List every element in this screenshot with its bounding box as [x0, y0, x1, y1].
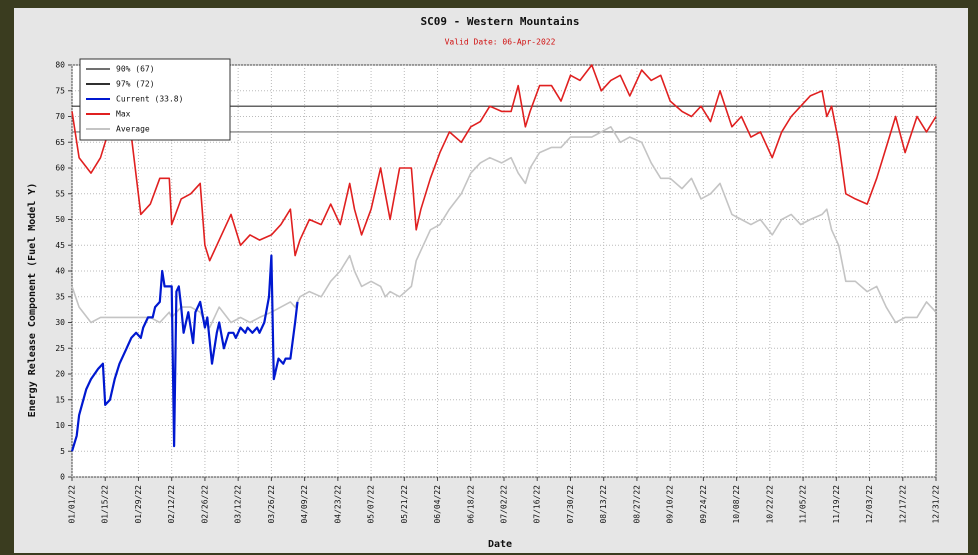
- y-tick-label: 10: [55, 421, 65, 430]
- legend-label: 97% (72): [116, 80, 155, 89]
- x-tick-label: 06/18/22: [466, 485, 475, 524]
- chart-subtitle: Valid Date: 06-Apr-2022: [445, 38, 556, 47]
- x-tick-label: 05/07/22: [367, 485, 376, 524]
- series-line: [71, 64, 937, 262]
- x-tick-label: 01/29/22: [134, 485, 143, 524]
- y-tick-label: 45: [55, 241, 65, 250]
- y-tick-label: 0: [60, 473, 65, 482]
- series-line: [70, 254, 299, 452]
- y-tick-label: 25: [55, 344, 65, 353]
- y-tick-label: 20: [55, 370, 65, 379]
- x-tick-label: 08/13/22: [599, 485, 608, 524]
- x-tick-label: 03/26/22: [267, 485, 276, 524]
- x-tick-label: 07/16/22: [533, 485, 542, 524]
- y-tick-label: 80: [55, 61, 65, 70]
- y-tick-label: 5: [60, 447, 65, 456]
- x-tick-label: 02/26/22: [200, 485, 209, 524]
- y-tick-label: 40: [55, 267, 65, 276]
- legend-label: Max: [116, 110, 131, 119]
- legend-label: Average: [116, 125, 150, 134]
- x-tick-label: 12/17/22: [898, 485, 907, 524]
- x-tick-label: 12/31/22: [932, 485, 941, 524]
- x-tick-label: 08/27/22: [632, 485, 641, 524]
- chart-title: SC09 - Western Mountains: [421, 15, 580, 28]
- x-tick-label: 07/02/22: [500, 485, 509, 524]
- x-tick-label: 02/12/22: [167, 485, 176, 524]
- y-tick-label: 35: [55, 292, 65, 301]
- x-tick-label: 11/05/22: [799, 485, 808, 524]
- y-tick-label: 70: [55, 112, 65, 121]
- x-tick-label: 06/04/22: [433, 485, 442, 524]
- x-tick-label: 10/22/22: [765, 485, 774, 524]
- x-tick-label: 04/09/22: [300, 485, 309, 524]
- x-tick-label: 05/21/22: [400, 485, 409, 524]
- y-tick-label: 60: [55, 164, 65, 173]
- x-tick-label: 09/24/22: [699, 485, 708, 524]
- y-tick-label: 50: [55, 215, 65, 224]
- y-tick-label: 55: [55, 189, 65, 198]
- legend-label: 90% (67): [116, 65, 155, 74]
- x-tick-label: 01/01/22: [68, 485, 77, 524]
- x-tick-label: 03/12/22: [234, 485, 243, 524]
- x-tick-label: 09/10/22: [666, 485, 675, 524]
- x-axis-label: Date: [488, 539, 512, 550]
- y-tick-label: 15: [55, 395, 65, 404]
- x-tick-label: 10/08/22: [732, 485, 741, 524]
- y-tick-label: 75: [55, 86, 65, 95]
- x-tick-label: 11/19/22: [832, 485, 841, 524]
- x-tick-label: 04/23/22: [333, 485, 342, 524]
- x-tick-label: 12/03/22: [865, 485, 874, 524]
- legend-label: Current (33.8): [116, 95, 183, 104]
- y-tick-label: 65: [55, 138, 65, 147]
- x-tick-label: 07/30/22: [566, 485, 575, 524]
- y-axis-label: Energy Release Component (Fuel Model Y): [27, 183, 38, 418]
- y-tick-label: 30: [55, 318, 65, 327]
- x-tick-label: 01/15/22: [101, 485, 110, 524]
